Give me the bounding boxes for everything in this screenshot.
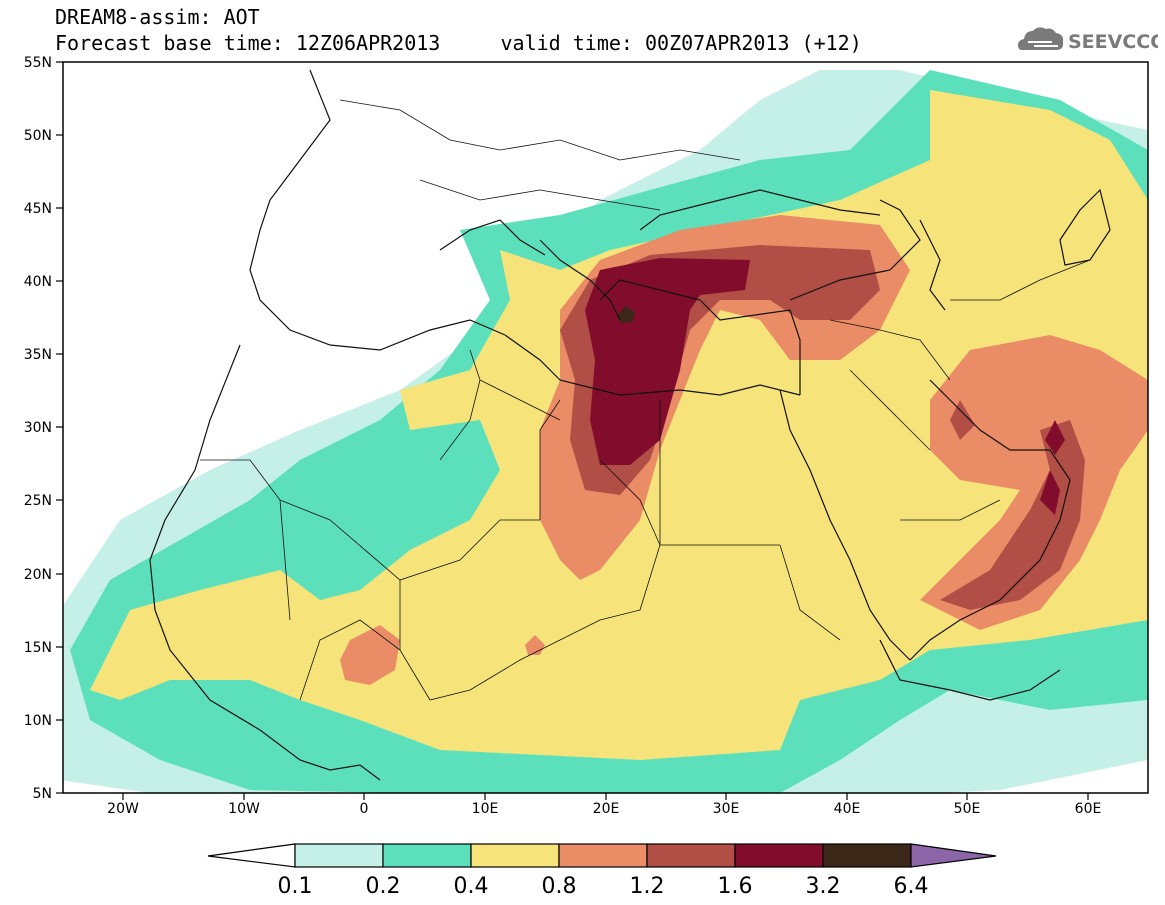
lat-label-30n: 30N bbox=[24, 420, 52, 436]
colorbar-label: 1.2 bbox=[630, 874, 665, 899]
lon-label-30e: 30E bbox=[713, 801, 740, 817]
lat-label-55n: 55N bbox=[24, 55, 52, 71]
colorbar-label: 0.1 bbox=[278, 874, 313, 899]
colorbar-bin-0.8-1.2 bbox=[558, 843, 648, 868]
lon-label-0: 0 bbox=[360, 801, 369, 817]
seevccc-logo: SEEVCCC bbox=[1018, 27, 1158, 53]
aot-region-0.8-sahel bbox=[340, 625, 400, 685]
lat-label-35n: 35N bbox=[24, 347, 52, 363]
colorbar-bin-0.1-0.2 bbox=[294, 843, 384, 868]
colorbar bbox=[207, 843, 997, 868]
lat-label-10n: 10N bbox=[24, 713, 52, 729]
lat-label-50n: 50N bbox=[24, 128, 52, 144]
lon-label-40e: 40E bbox=[834, 801, 861, 817]
logo-text: SEEVCCC bbox=[1068, 31, 1158, 53]
aot-contours bbox=[63, 62, 1148, 793]
coastlines bbox=[149, 69, 1111, 781]
colorbar-label: 0.2 bbox=[366, 874, 401, 899]
lat-label-15n: 15N bbox=[24, 640, 52, 656]
colorbar-over-arrow bbox=[910, 843, 997, 868]
forecast-times: Forecast base time: 12Z06APR2013 valid t… bbox=[55, 31, 862, 55]
country-borders bbox=[200, 99, 1091, 701]
lon-label-60e: 60E bbox=[1075, 801, 1102, 817]
lon-label-10w: 10W bbox=[228, 801, 260, 817]
colorbar-label: 1.6 bbox=[718, 874, 753, 899]
lat-label-20n: 20N bbox=[24, 567, 52, 583]
colorbar-label: 0.8 bbox=[542, 874, 577, 899]
colorbar-label: 3.2 bbox=[806, 874, 841, 899]
colorbar-label: 0.4 bbox=[454, 874, 489, 899]
lon-labels: 20W 10W 0 10E 20E 30E 40E 50E 60E bbox=[107, 801, 1101, 817]
map-title: DREAM8-assim: AOT bbox=[55, 5, 260, 29]
lon-label-20e: 20E bbox=[593, 801, 620, 817]
colorbar-bin-1.6-3.2 bbox=[734, 843, 824, 868]
aot-region-1.6-arabia bbox=[1040, 420, 1065, 515]
colorbar-label: 6.4 bbox=[894, 874, 929, 899]
lon-label-50e: 50E bbox=[954, 801, 981, 817]
aot-region-0.8-arabia bbox=[920, 335, 1148, 630]
colorbar-bin-1.2-1.6 bbox=[646, 843, 736, 868]
colorbar-bin-3.2-6.4 bbox=[822, 843, 912, 868]
lat-labels: 55N 50N 45N 40N 35N 30N 25N 20N 15N 10N … bbox=[24, 55, 52, 802]
cloud-icon bbox=[1018, 27, 1064, 50]
axis-ticks bbox=[56, 61, 1089, 800]
aot-region-3.2 bbox=[617, 306, 635, 323]
aot-region-1.2-arabia bbox=[940, 400, 1085, 610]
lon-label-20w: 20W bbox=[107, 801, 139, 817]
lat-label-5n: 5N bbox=[33, 786, 52, 802]
colorbar-bin-0.2-0.4 bbox=[382, 843, 472, 868]
colorbar-bin-0.4-0.8 bbox=[470, 843, 560, 868]
colorbar-labels: 0.1 0.2 0.4 0.8 1.2 1.6 3.2 6.4 bbox=[278, 874, 929, 899]
colorbar-under-arrow bbox=[207, 843, 296, 868]
lat-label-25n: 25N bbox=[24, 493, 52, 509]
lat-label-40n: 40N bbox=[24, 274, 52, 290]
lat-label-45n: 45N bbox=[24, 201, 52, 217]
lon-label-10e: 10E bbox=[472, 801, 499, 817]
